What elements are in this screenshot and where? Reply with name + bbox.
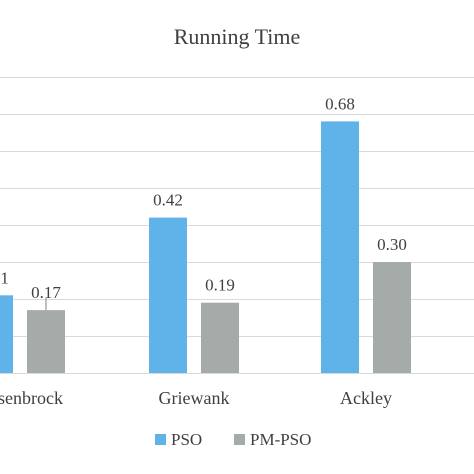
data-labels: 0.21 0.17 0.42 0.19 0.68 0.30	[0, 94, 407, 302]
bar-pso-rosenbrock	[0, 295, 13, 373]
bar-pm-pso-rosenbrock	[27, 310, 65, 373]
bars	[0, 121, 411, 374]
bar-pm-pso-griewank	[201, 302, 239, 373]
legend-label: PSO	[171, 430, 202, 449]
legend: PSO PM-PSO	[155, 430, 311, 449]
data-label: 0.30	[377, 235, 407, 254]
category-label: Ackley	[340, 388, 392, 408]
bar-pm-pso-ackley	[373, 262, 411, 373]
legend-label: PM-PSO	[250, 430, 311, 449]
data-label: 0.42	[153, 191, 183, 210]
data-label: 0.68	[325, 94, 355, 113]
data-label: 0.17	[31, 283, 61, 302]
bar-pso-ackley	[321, 121, 359, 374]
bar-pso-griewank	[149, 217, 187, 373]
chart-title: Running Time	[174, 24, 301, 49]
data-label: 0.19	[205, 276, 235, 295]
gridlines	[0, 77, 474, 374]
category-label: Rosenbrock	[0, 388, 63, 408]
category-labels: Rosenbrock Griewank Ackley	[0, 388, 392, 408]
legend-swatch-pso	[155, 434, 166, 445]
legend-swatch-pm-pso	[234, 434, 245, 445]
data-label: 0.21	[0, 268, 9, 287]
category-label: Griewank	[159, 388, 230, 408]
